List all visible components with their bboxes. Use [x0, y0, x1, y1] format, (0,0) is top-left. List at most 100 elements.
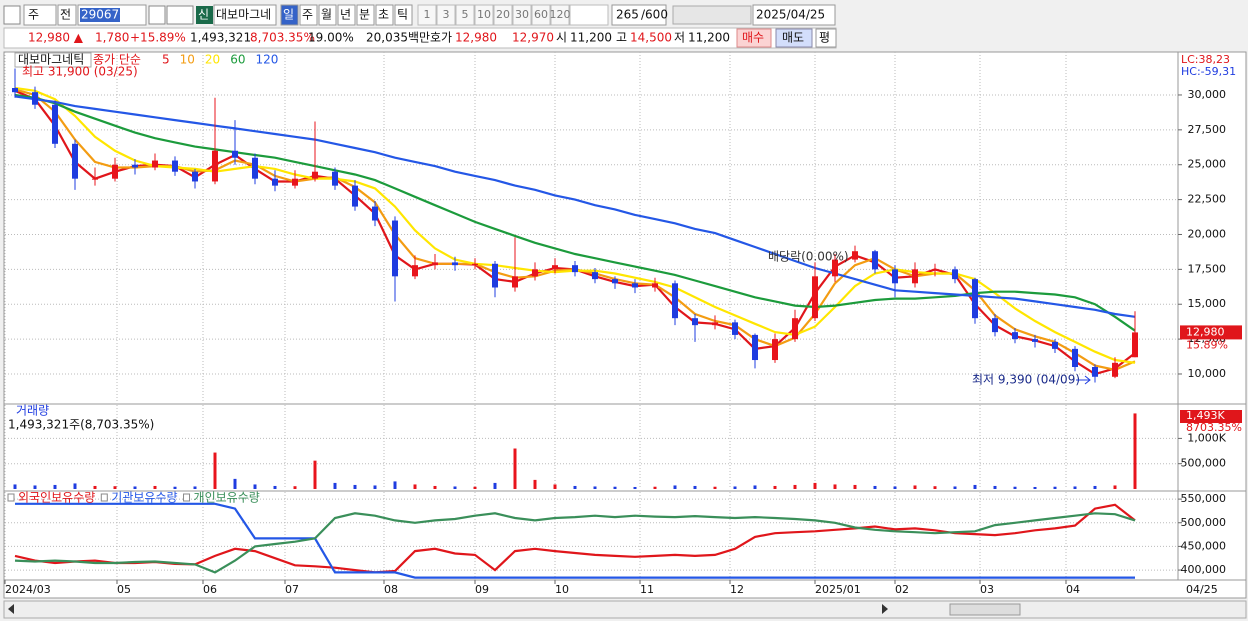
buy-button[interactable]	[736, 28, 772, 48]
scroll-left[interactable]	[8, 604, 14, 614]
multiplier-button[interactable]	[436, 4, 456, 26]
last-volume-label: 1,493K	[1186, 409, 1225, 422]
multiplier-button[interactable]	[417, 4, 437, 26]
ask: 12,980	[455, 31, 497, 45]
chart-title: 대보마그네틱	[18, 53, 84, 67]
interval-text: 초	[378, 8, 389, 22]
volume-bar	[713, 486, 717, 489]
tool-icons[interactable]	[672, 5, 752, 25]
volume-bar	[133, 486, 137, 489]
volume-bar	[893, 486, 897, 489]
dropdown[interactable]	[569, 4, 609, 26]
candle-body	[712, 322, 718, 326]
sound-button[interactable]	[166, 5, 194, 25]
multiplier-button[interactable]	[550, 4, 570, 26]
bid: 12,970	[512, 31, 554, 45]
multiplier-button[interactable]	[531, 4, 551, 26]
x-tick-label: 04	[1066, 583, 1080, 596]
volume-bar	[793, 484, 797, 489]
volume-bar	[693, 485, 697, 489]
multiplier-text: 120	[550, 8, 571, 21]
y-tick-label: 550,000	[1181, 492, 1227, 505]
volume-bar	[973, 484, 977, 489]
min-annotation: 최저 9,390 (04/09)	[972, 373, 1080, 387]
x-tick-label: 06	[203, 583, 217, 596]
avg-button[interactable]	[815, 28, 837, 48]
x-tick-label: 07	[285, 583, 299, 596]
volume-bar	[593, 486, 597, 489]
candle-body	[372, 206, 378, 221]
candle-body	[1092, 367, 1098, 377]
x-tick-label: 02	[895, 583, 909, 596]
x-tick-label: 08	[384, 583, 398, 596]
prev-button[interactable]	[57, 4, 77, 26]
volume-bar	[613, 486, 617, 489]
interval-button[interactable]	[356, 4, 375, 26]
volume-bar	[1133, 413, 1137, 489]
interval-button[interactable]	[337, 4, 356, 26]
period-select[interactable]	[23, 4, 57, 26]
open-label: 시	[556, 31, 567, 45]
y-tick-label: 30,000	[1188, 88, 1227, 101]
volume-bar	[1113, 485, 1117, 489]
change: 1,780	[95, 31, 129, 45]
legend-marker	[100, 493, 108, 502]
candle-body	[552, 265, 558, 270]
candle-body	[872, 251, 878, 270]
volume-bar	[73, 483, 77, 489]
zoom-slider[interactable]	[949, 603, 1021, 616]
candle-body	[292, 178, 298, 186]
volume-bar	[413, 484, 417, 489]
title-box	[14, 52, 92, 68]
min-arrow	[1076, 375, 1091, 385]
multiplier-button[interactable]	[512, 4, 532, 26]
volume-bar	[913, 485, 917, 489]
multiplier-button[interactable]	[474, 4, 494, 26]
y-tick-label: 17,500	[1188, 262, 1227, 275]
candle-body	[672, 283, 678, 319]
candle-body	[1052, 341, 1058, 349]
candle-body	[232, 150, 238, 158]
interval-button[interactable]	[375, 4, 394, 26]
date-box[interactable]	[752, 4, 836, 26]
sell-button[interactable]	[775, 28, 813, 48]
volume-title: 거래량	[16, 404, 49, 418]
price: 12,980 ▲	[28, 31, 84, 45]
candle-body	[932, 269, 938, 271]
icon[interactable]	[3, 5, 21, 25]
turnover: 19.00%	[308, 31, 354, 45]
multiplier-button[interactable]	[455, 4, 475, 26]
x-tick-label: 2024/03	[5, 583, 51, 596]
multiplier-button[interactable]	[493, 4, 513, 26]
name-box	[213, 4, 277, 26]
interval-button[interactable]	[318, 4, 337, 26]
selection	[80, 8, 120, 22]
toolbar: 주 전 290670 신 대보마그네 일 주 월 년 분 초 틱 1 3 5 10 20 30 60 120…	[3, 4, 836, 26]
scrollbar[interactable]	[3, 600, 1247, 619]
candle-body	[1072, 348, 1078, 368]
candle-body	[852, 251, 858, 260]
scroll-right[interactable]	[882, 604, 888, 614]
interval-text: 분	[359, 8, 370, 22]
volume-subtitle: 1,493,321주(8,703.35%)	[8, 418, 154, 432]
legend-entry: 기관보유수량	[111, 491, 177, 505]
interval-text: 년	[340, 8, 351, 22]
interval-button[interactable]	[394, 4, 413, 26]
interval-button[interactable]	[280, 4, 299, 26]
legend-marker	[7, 493, 15, 502]
avg-text: 평	[819, 31, 830, 45]
count-box[interactable]	[611, 4, 667, 26]
search-button[interactable]	[148, 5, 166, 25]
volume-bar	[233, 478, 237, 489]
candle-body	[792, 318, 798, 340]
volume-bar	[153, 485, 157, 489]
candle-body	[1032, 339, 1038, 342]
volume-bar	[113, 486, 117, 489]
legend-marker	[183, 493, 191, 502]
interval-text: 주	[302, 8, 313, 22]
volume-bar	[873, 485, 877, 489]
interval-button[interactable]	[299, 4, 318, 26]
y-tick-label: 400,000	[1181, 563, 1227, 576]
holding-line	[14, 512, 1136, 574]
